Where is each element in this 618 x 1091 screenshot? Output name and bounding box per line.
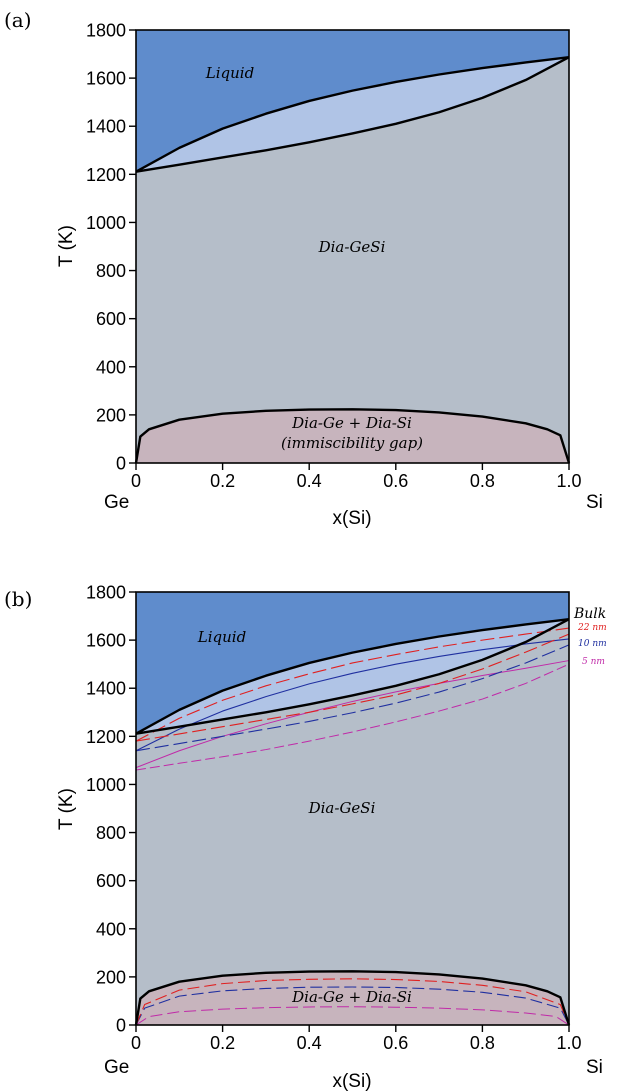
y-tick-label: 1800 bbox=[86, 21, 126, 41]
panel-b-regions bbox=[136, 592, 569, 1025]
legend-bulk: Bulk bbox=[573, 606, 606, 622]
y-tick-label: 800 bbox=[96, 261, 126, 281]
x-tick-label: 0 bbox=[131, 1033, 141, 1053]
panel-0-bulk-liquidus bbox=[135, 55, 570, 173]
panel-a-gap-region bbox=[136, 409, 569, 463]
panel-1-5-nm-gap-boundary bbox=[135, 1006, 570, 1026]
panel-1-22-nm-solidus bbox=[135, 633, 570, 742]
panel-a-curves bbox=[134, 55, 571, 464]
y-tick-label: 600 bbox=[96, 309, 126, 329]
panel-a-gap-label-1: Dia-Ge + Dia-Si bbox=[291, 414, 412, 432]
panel-a-y-axis-label: T (K) bbox=[56, 225, 77, 267]
panel-b-y-ticks: 0 200 400 600 800 1000 1200 1400 1600 1800 bbox=[86, 583, 136, 1036]
panel-1-10-nm-gap-boundary bbox=[135, 986, 570, 1026]
panel-0-bulk-solidus bbox=[135, 56, 570, 173]
panel-b-ge-label: Ge bbox=[104, 1057, 129, 1078]
y-tick-label: 1600 bbox=[86, 631, 126, 651]
panel-0-bulk-gap-boundary bbox=[134, 408, 571, 464]
panel-b-y-axis-label: T (K) bbox=[56, 788, 77, 830]
panel-b-liquid-region bbox=[136, 592, 569, 734]
panel-1-bulk-gap-boundary bbox=[134, 970, 571, 1026]
panel-b-gap-label: Dia-Ge + Dia-Si bbox=[291, 988, 412, 1006]
panel-a-si-label: Si bbox=[586, 492, 603, 513]
panel-b-two-phase-region bbox=[136, 619, 569, 734]
panel-b-solid-label: Dia-GeSi bbox=[308, 799, 376, 817]
x-tick-label: 1.0 bbox=[556, 1033, 581, 1053]
y-tick-label: 0 bbox=[116, 1016, 126, 1036]
panel-b: 0 200 400 600 800 1000 1200 1400 1600 1800 0 0.2 0.… bbox=[4, 583, 607, 1091]
panel-a: 0 200 400 600 800 1000 1200 1400 1600 1800 0 0.2 0.… bbox=[4, 8, 603, 529]
panel-a-regions bbox=[136, 30, 569, 463]
panel-b-gap-region bbox=[136, 971, 569, 1025]
x-tick-label: 0.4 bbox=[297, 1033, 322, 1053]
x-tick-label: 0.2 bbox=[210, 471, 235, 491]
y-tick-label: 0 bbox=[116, 454, 126, 474]
x-tick-label: 0.8 bbox=[470, 1033, 495, 1053]
panel-a-ge-label: Ge bbox=[104, 492, 129, 513]
panel-a-x-axis-label: x(Si) bbox=[332, 508, 371, 529]
panel-a-gap-label-2: (immiscibility gap) bbox=[281, 434, 423, 452]
y-tick-label: 1000 bbox=[86, 775, 126, 795]
panel-1-bulk-solidus bbox=[135, 618, 570, 735]
legend-10nm: 10 nm bbox=[578, 639, 607, 649]
panel-a-solid-label: Dia-GeSi bbox=[318, 238, 386, 256]
panel-b-frame bbox=[135, 591, 570, 1026]
y-tick-label: 1400 bbox=[86, 679, 126, 699]
panel-b-liquid-label: Liquid bbox=[197, 628, 246, 646]
legend-22nm: 22 nm bbox=[577, 623, 607, 633]
panel-b-size-labels: Bulk 22 nm 10 nm 5 nm bbox=[573, 606, 607, 667]
panel-b-si-label: Si bbox=[586, 1057, 603, 1078]
x-tick-label: 0.8 bbox=[470, 471, 495, 491]
panel-a-x-ticks: 0 0.2 0.4 0.6 0.8 1.0 bbox=[131, 463, 582, 491]
y-tick-label: 400 bbox=[96, 919, 126, 939]
panel-a-liquid-label: Liquid bbox=[205, 64, 254, 82]
panel-a-two-phase-region bbox=[136, 57, 569, 172]
x-tick-label: 1.0 bbox=[556, 471, 581, 491]
y-tick-label: 1200 bbox=[86, 727, 126, 747]
y-tick-label: 400 bbox=[96, 357, 126, 377]
y-tick-label: 200 bbox=[96, 967, 126, 987]
x-tick-label: 0.6 bbox=[383, 1033, 408, 1053]
y-tick-label: 1800 bbox=[86, 583, 126, 603]
panel-1-10-nm-liquidus bbox=[135, 638, 570, 752]
y-tick-label: 800 bbox=[96, 823, 126, 843]
panel-a-y-ticks: 0 200 400 600 800 1000 1200 1400 1600 1800 bbox=[86, 21, 136, 474]
panel-1-22-nm-liquidus bbox=[135, 627, 570, 742]
panel-1-bulk-liquidus bbox=[135, 617, 570, 735]
panel-a-label: (a) bbox=[4, 8, 32, 32]
panel-1-5-nm-solidus bbox=[135, 663, 570, 771]
x-tick-label: 0.6 bbox=[383, 471, 408, 491]
y-tick-label: 1400 bbox=[86, 117, 126, 137]
panel-1-22-nm-gap-boundary bbox=[135, 978, 570, 1026]
panel-b-x-ticks: 0 0.2 0.4 0.6 0.8 1.0 bbox=[131, 1025, 582, 1053]
x-tick-label: 0.2 bbox=[210, 1033, 235, 1053]
panel-a-liquid-region bbox=[136, 30, 569, 172]
x-tick-label: 0.4 bbox=[297, 471, 322, 491]
panel-1-10-nm-solidus bbox=[135, 644, 570, 752]
y-tick-label: 600 bbox=[96, 871, 126, 891]
y-tick-label: 1200 bbox=[86, 165, 126, 185]
panel-b-x-axis-label: x(Si) bbox=[332, 1071, 371, 1091]
panel-b-curves bbox=[134, 617, 571, 1026]
y-tick-label: 1600 bbox=[86, 69, 126, 89]
legend-5nm: 5 nm bbox=[582, 657, 605, 667]
y-tick-label: 1000 bbox=[86, 213, 126, 233]
panel-a-frame bbox=[135, 29, 570, 464]
x-tick-label: 0 bbox=[131, 471, 141, 491]
panel-b-label: (b) bbox=[4, 587, 32, 611]
y-tick-label: 200 bbox=[96, 405, 126, 425]
